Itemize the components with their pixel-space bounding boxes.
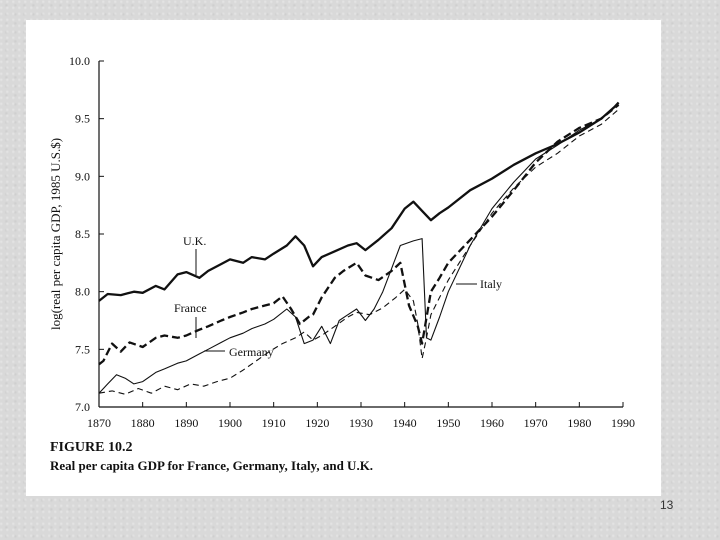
- annotations: U.K. France Germany Italy: [174, 234, 502, 359]
- annotation-label-italy: Italy: [480, 277, 502, 291]
- series-line-france: [98, 103, 620, 366]
- annotation-label-france: France: [174, 301, 207, 315]
- x-tick-label: 1900: [218, 416, 242, 430]
- slide-panel: 1870 1880 1890 1900 1910 1920 1930 1940 1950 1960…: [26, 20, 661, 496]
- x-tick-label: 1890: [174, 416, 198, 430]
- annotation-label-germany: Germany: [229, 345, 274, 359]
- figure-caption: Real per capita GDP for France, Germany,…: [50, 458, 374, 473]
- x-tick-label: 1990: [611, 416, 635, 430]
- series-line-germany: [98, 103, 619, 394]
- y-tick-label: 7.0: [75, 400, 90, 414]
- y-tick-label: 9.0: [75, 169, 90, 183]
- x-tick-label: 1930: [349, 416, 373, 430]
- x-tick-label: 1870: [87, 416, 111, 430]
- page-number: 13: [660, 498, 674, 512]
- y-tick-label: 8.5: [75, 227, 90, 241]
- tick-marks: 1870 1880 1890 1900 1910 1920 1930 1940 1950 1960…: [69, 54, 635, 430]
- y-axis-label: log(real per capita GDP, 1985 U.S.$): [48, 138, 63, 330]
- x-tick-label: 1970: [524, 416, 548, 430]
- x-tick-label: 1960: [480, 416, 504, 430]
- x-tick-label: 1880: [131, 416, 155, 430]
- x-tick-label: 1910: [262, 416, 286, 430]
- y-tick-label: 7.5: [75, 342, 90, 356]
- y-tick-label: 10.0: [69, 54, 90, 68]
- chart: 1870 1880 1890 1900 1910 1920 1930 1940 1950 1960…: [48, 54, 635, 430]
- series-lines: [98, 101, 620, 395]
- annotation-label-uk: U.K.: [183, 234, 206, 248]
- x-tick-label: 1920: [305, 416, 329, 430]
- axes: [98, 61, 623, 408]
- figure-title: FIGURE 10.2: [50, 440, 133, 455]
- x-tick-label: 1980: [567, 416, 591, 430]
- series-line-italy: [98, 108, 619, 395]
- y-tick-label: 8.0: [75, 285, 90, 299]
- x-tick-label: 1950: [436, 416, 460, 430]
- x-tick-label: 1940: [393, 416, 417, 430]
- series-line-uk: [98, 101, 620, 302]
- y-tick-label: 9.5: [75, 112, 90, 126]
